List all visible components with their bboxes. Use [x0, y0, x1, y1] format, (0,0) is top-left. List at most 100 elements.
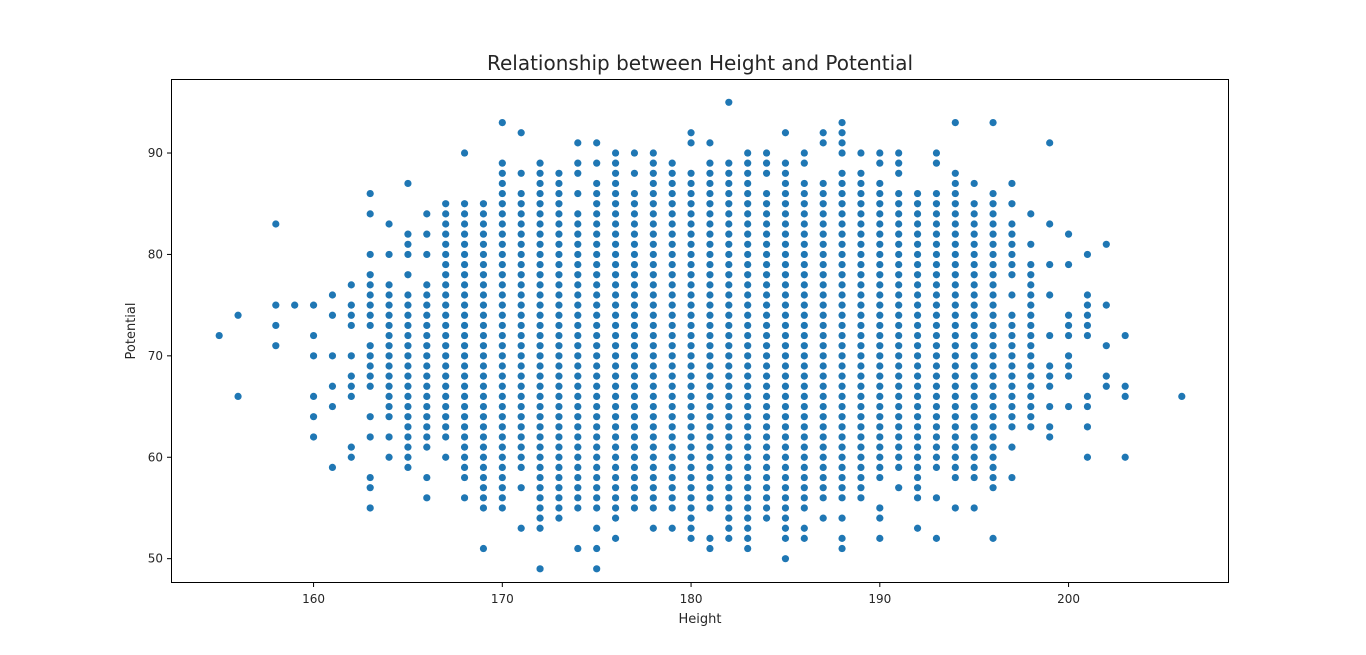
data-point	[876, 423, 884, 431]
data-point	[611, 331, 620, 340]
data-point	[857, 311, 865, 319]
data-point	[1027, 271, 1035, 279]
data-point	[687, 139, 695, 147]
data-point	[932, 423, 941, 431]
data-point	[536, 311, 544, 319]
x-tick-label: 170	[491, 592, 514, 606]
data-point	[272, 220, 280, 228]
data-point	[555, 321, 563, 330]
data-point	[970, 260, 978, 269]
data-point	[479, 220, 488, 228]
data-point	[706, 210, 714, 218]
data-point	[895, 443, 903, 451]
data-point	[479, 463, 488, 471]
data-point	[838, 331, 846, 340]
data-point	[895, 200, 903, 208]
data-point	[725, 179, 733, 188]
data-point	[800, 524, 808, 532]
data-point	[498, 321, 506, 330]
data-point	[932, 271, 941, 279]
data-point	[536, 413, 544, 421]
data-point	[366, 291, 374, 299]
data-point	[838, 484, 846, 492]
data-point	[649, 179, 657, 188]
data-point	[838, 301, 846, 309]
data-point	[385, 220, 393, 228]
data-point	[762, 271, 771, 279]
y-tick-label: 60	[148, 450, 163, 464]
data-point	[932, 291, 941, 299]
data-point	[819, 210, 827, 218]
data-point	[781, 534, 790, 542]
data-point	[687, 169, 695, 177]
data-point	[781, 210, 790, 218]
data-point	[460, 250, 469, 259]
x-axis-label: Height	[679, 612, 722, 627]
data-point	[385, 311, 393, 319]
data-point	[347, 311, 355, 319]
data-point	[479, 271, 488, 279]
data-point	[630, 200, 639, 208]
data-point	[932, 331, 941, 340]
data-point	[989, 382, 997, 390]
data-point	[517, 260, 525, 269]
data-point	[234, 392, 242, 401]
data-point	[517, 230, 525, 238]
data-point	[970, 392, 978, 401]
data-point	[611, 271, 620, 279]
data-point	[819, 433, 827, 441]
data-point	[668, 169, 676, 177]
data-point	[932, 159, 941, 167]
data-point	[479, 423, 488, 431]
data-point	[498, 260, 506, 269]
data-point	[649, 260, 657, 269]
data-point	[347, 281, 355, 289]
data-point	[574, 494, 582, 502]
data-point	[479, 372, 488, 380]
data-point	[838, 321, 846, 330]
data-point	[555, 372, 563, 380]
data-point	[876, 311, 884, 319]
data-point	[1083, 311, 1092, 319]
data-point	[668, 200, 676, 208]
data-point	[819, 382, 827, 390]
data-point	[498, 179, 506, 188]
data-point	[517, 372, 525, 380]
data-point	[744, 514, 752, 522]
data-point	[498, 200, 506, 208]
data-point	[498, 291, 506, 299]
data-point	[989, 250, 997, 259]
data-point	[668, 281, 676, 289]
data-point	[668, 301, 676, 309]
data-point	[649, 331, 657, 340]
data-point	[762, 504, 771, 512]
data-point	[460, 392, 469, 401]
data-point	[1046, 382, 1054, 390]
data-point	[649, 159, 657, 167]
data-point	[1121, 331, 1129, 340]
data-point	[291, 301, 299, 309]
data-point	[498, 271, 506, 279]
data-point	[725, 250, 733, 259]
data-point	[725, 169, 733, 177]
data-point	[1064, 230, 1073, 238]
data-point	[366, 352, 374, 360]
data-point	[762, 149, 771, 157]
data-point	[366, 189, 374, 198]
data-point	[781, 392, 790, 401]
data-point	[932, 453, 941, 461]
data-point	[876, 504, 884, 512]
data-point	[479, 291, 488, 299]
data-point	[781, 321, 790, 330]
data-point	[442, 372, 450, 380]
data-point	[781, 463, 790, 471]
data-point	[385, 281, 393, 289]
data-point	[536, 443, 544, 451]
data-point	[800, 260, 808, 269]
data-point	[781, 524, 790, 532]
data-point	[913, 281, 922, 289]
data-point	[744, 220, 752, 228]
data-point	[725, 352, 733, 360]
data-point	[687, 392, 695, 401]
